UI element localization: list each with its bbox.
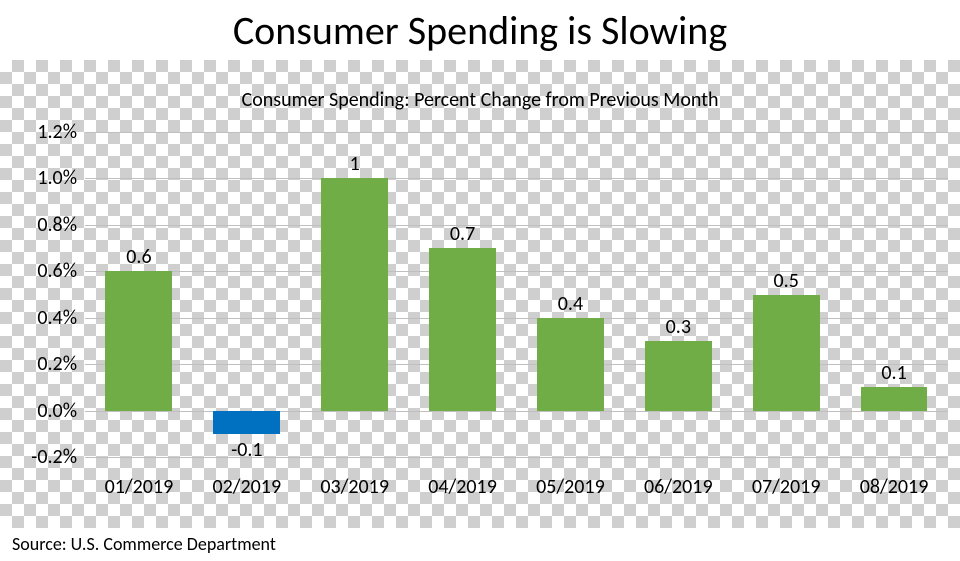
bar-value-label: 0.5 [736, 269, 836, 293]
chart-title: Consumer Spending is Slowing [0, 6, 960, 55]
x-tick-label: 01/2019 [79, 475, 199, 499]
x-tick-label: 05/2019 [510, 475, 630, 499]
bar-value-label: 1 [305, 152, 405, 176]
x-tick-label: 07/2019 [726, 475, 846, 499]
chart-subtitle: Consumer Spending: Percent Change from P… [0, 88, 960, 112]
x-tick-label: 06/2019 [618, 475, 738, 499]
gridline [85, 225, 948, 226]
y-tick-label: -0.2% [7, 445, 77, 469]
y-tick-label: 0.2% [7, 352, 77, 376]
bar-value-label: 0.4 [520, 292, 620, 316]
bar-value-label: -0.1 [197, 438, 297, 462]
bar [429, 248, 496, 411]
x-tick-label: 04/2019 [403, 475, 523, 499]
bar [321, 178, 388, 410]
y-tick-label: 0.6% [7, 259, 77, 283]
gridline [85, 178, 948, 179]
bar [861, 387, 928, 410]
x-tick-label: 03/2019 [295, 475, 415, 499]
y-tick-label: 1.0% [7, 166, 77, 190]
bar-value-label: 0.6 [89, 245, 189, 269]
bar-value-label: 0.7 [413, 222, 513, 246]
y-tick-label: 0.0% [7, 399, 77, 423]
bar [645, 341, 712, 411]
bar-value-label: 0.3 [628, 315, 728, 339]
x-tick-label: 08/2019 [834, 475, 954, 499]
chart-container: Consumer Spending is Slowing Consumer Sp… [0, 0, 960, 561]
y-tick-label: 0.8% [7, 213, 77, 237]
y-tick-label: 1.2% [7, 120, 77, 144]
bar [753, 295, 820, 411]
source-text: Source: U.S. Commerce Department [12, 533, 276, 555]
x-tick-label: 02/2019 [187, 475, 307, 499]
y-tick-label: 0.4% [7, 306, 77, 330]
gridline [85, 132, 948, 133]
bar [105, 271, 172, 410]
bar [213, 411, 280, 434]
bar [537, 318, 604, 411]
bar-value-label: 0.1 [844, 361, 944, 385]
